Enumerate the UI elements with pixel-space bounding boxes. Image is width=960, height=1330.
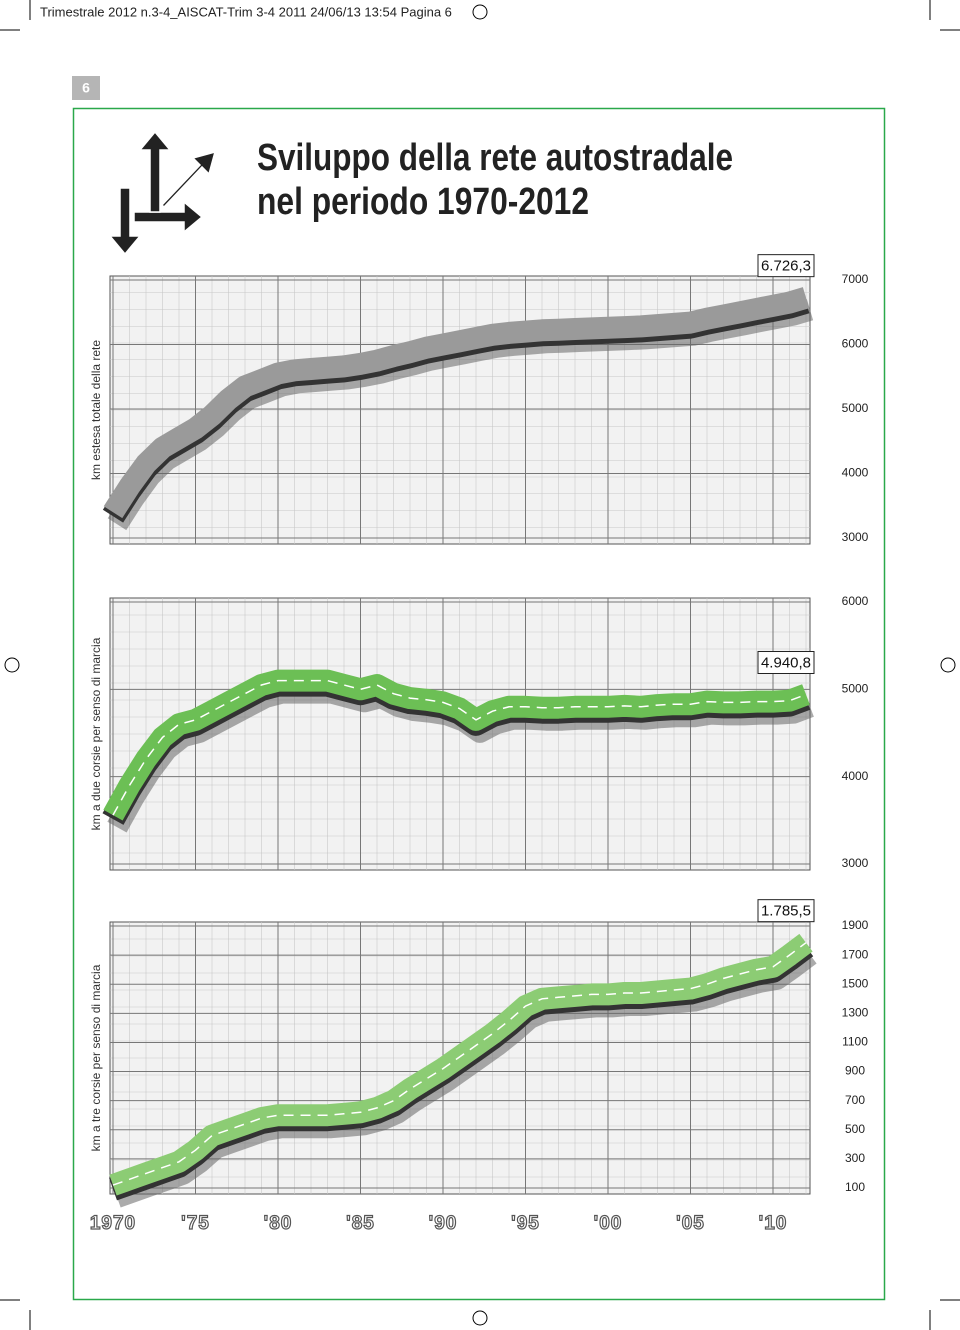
x-tick-label: '05 [676,1213,705,1234]
y-tick-label: 3000 [842,856,869,870]
logo-arrows [108,130,217,256]
y-tick-label: 1300 [842,1006,869,1020]
value-label-box [757,899,815,923]
value-label-box [757,651,815,675]
value-label: 4.940,8 [761,654,811,671]
y-axis-title: km a tre corsie per senso di marcia [89,964,103,1151]
x-tick-label: '00 [594,1213,623,1234]
y-tick-label: 3000 [842,530,869,544]
page-frame [72,107,886,1301]
y-tick-label: 1900 [842,918,869,932]
y-axis-title: km estesa totale della rete [89,340,103,480]
y-tick-label: 700 [845,1093,865,1107]
value-label-box [757,254,815,278]
x-tick-label: '95 [511,1213,540,1234]
y-tick-label: 4000 [842,769,869,783]
value-label: 6.726,3 [761,258,811,275]
y-tick-label: 1100 [842,1035,868,1049]
x-tick-label: 1970 [90,1213,136,1234]
x-tick-label: '75 [181,1213,210,1234]
series-line [103,287,810,519]
x-tick-label: '80 [264,1213,293,1234]
page-number: 6 [82,80,90,96]
title-line: Sviluppo della rete autostradale [257,137,733,179]
x-tick-label: '85 [346,1213,375,1234]
y-tick-label: 5000 [842,401,869,415]
x-tick-label: '90 [429,1213,458,1234]
y-tick-label: 7000 [842,272,869,286]
y-tick-label: 1700 [842,947,869,961]
y-tick-label: 5000 [842,682,869,696]
page-number-box [72,76,100,100]
lane-dash [112,942,807,1186]
y-tick-label: 900 [845,1064,865,1078]
y-tick-label: 1500 [842,976,869,990]
value-label: 1.785,5 [761,903,811,920]
slug-line: Trimestrale 2012 n.3-4_AISCAT-Trim 3-4 2… [40,4,452,19]
y-tick-label: 100 [845,1180,865,1194]
y-tick-label: 300 [845,1151,865,1165]
y-tick-label: 6000 [842,594,869,608]
y-axis-title: km a due corsie per senso di marcia [89,637,103,830]
y-tick-label: 4000 [842,466,869,480]
y-tick-label: 6000 [842,337,869,351]
lane-dash [112,679,807,816]
y-tick-label: 500 [845,1122,865,1136]
title-line: nel periodo 1970-2012 [257,181,589,223]
x-tick-label: '10 [759,1213,788,1234]
